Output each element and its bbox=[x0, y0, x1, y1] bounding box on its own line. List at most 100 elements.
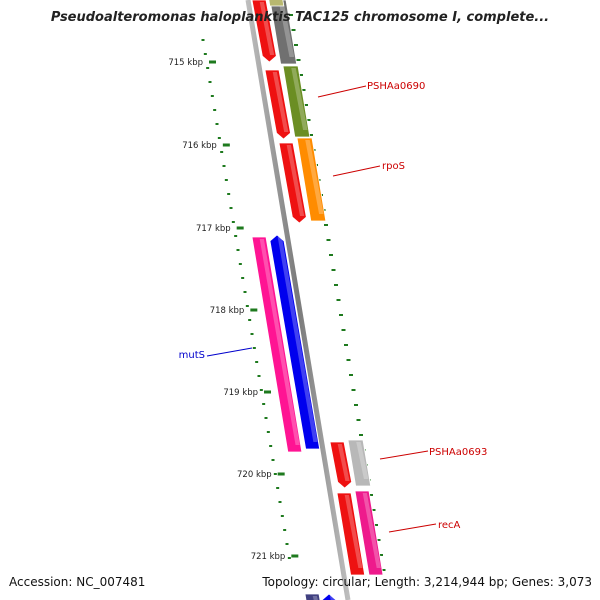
guide-dot bbox=[374, 524, 378, 526]
guide-dot bbox=[294, 44, 298, 46]
gene-feature[interactable] bbox=[321, 593, 340, 600]
guide-dot bbox=[250, 333, 254, 335]
accession-text: Accession: NC_007481 bbox=[9, 575, 146, 589]
kbp-tick-mark bbox=[277, 472, 285, 476]
guide-dot bbox=[299, 74, 303, 76]
guide-dot bbox=[208, 81, 212, 83]
guide-dot bbox=[359, 434, 363, 436]
guide-dot bbox=[381, 569, 386, 571]
guide-dot bbox=[326, 239, 331, 241]
gene-feature[interactable] bbox=[304, 593, 323, 600]
guide-dot bbox=[331, 269, 336, 271]
kbp-tick-mark bbox=[222, 143, 230, 147]
gene-feature[interactable] bbox=[278, 142, 307, 224]
guide-dot bbox=[252, 347, 256, 349]
guide-dot bbox=[227, 193, 231, 195]
guide-dot bbox=[301, 89, 306, 91]
label-leader-line bbox=[388, 523, 437, 533]
kbp-tick-label: 720 kbp bbox=[237, 470, 272, 480]
kbp-tick-mark bbox=[209, 60, 216, 64]
guide-dot bbox=[376, 539, 381, 541]
kbp-tick-label: 721 kbp bbox=[251, 552, 286, 562]
kbp-tick-label: 716 kbp bbox=[182, 141, 217, 151]
guide-dot bbox=[344, 344, 348, 346]
guide-dot bbox=[291, 29, 296, 31]
guide-dot bbox=[324, 224, 328, 226]
label-leader-line bbox=[206, 347, 253, 357]
guide-dot bbox=[264, 417, 268, 419]
gene-feature[interactable] bbox=[251, 0, 277, 63]
gene-feature[interactable] bbox=[296, 137, 327, 222]
guide-dot bbox=[257, 375, 261, 377]
guide-dot bbox=[296, 59, 301, 61]
guide-dot bbox=[271, 459, 275, 461]
guide-dot bbox=[351, 389, 356, 391]
guide-dot bbox=[334, 284, 338, 286]
kbp-tick-label: 718 kbp bbox=[210, 306, 245, 316]
gene-feature[interactable] bbox=[264, 69, 291, 140]
guide-dot bbox=[213, 109, 217, 111]
guide-dot bbox=[336, 299, 341, 301]
gene-feature[interactable] bbox=[282, 65, 311, 138]
gene-features bbox=[251, 0, 384, 600]
guide-dot bbox=[346, 359, 351, 361]
guide-dot bbox=[243, 291, 247, 293]
guide-dot bbox=[349, 374, 353, 376]
guide-dot bbox=[309, 134, 313, 136]
kbp-tick-mark bbox=[250, 308, 258, 312]
guide-dot bbox=[269, 445, 273, 447]
gene-feature[interactable] bbox=[329, 441, 353, 489]
guide-dot bbox=[217, 137, 221, 139]
guide-dot bbox=[201, 39, 205, 41]
guide-dot bbox=[229, 207, 233, 209]
guide-dot bbox=[236, 249, 240, 251]
gene-feature[interactable] bbox=[347, 439, 372, 487]
gene-feature[interactable] bbox=[268, 0, 285, 7]
guide-dot bbox=[259, 389, 263, 391]
gene-label-muts[interactable]: mutS bbox=[179, 350, 205, 361]
gene-feature[interactable] bbox=[269, 234, 321, 450]
guide-dot bbox=[273, 473, 277, 475]
guide-dot bbox=[238, 263, 242, 265]
guide-dot bbox=[289, 14, 293, 16]
kbp-tick-mark bbox=[291, 554, 299, 558]
gene-label-pshaa0693[interactable]: PSHAa0693 bbox=[429, 447, 487, 458]
gene-label-rpos[interactable]: rpoS bbox=[382, 161, 405, 172]
guide-dot bbox=[215, 123, 219, 125]
kbp-tick-label: 719 kbp bbox=[223, 388, 258, 398]
guide-dot bbox=[203, 53, 207, 55]
label-leader-line bbox=[379, 450, 429, 460]
guide-dot bbox=[285, 543, 289, 545]
guide-dot bbox=[356, 419, 361, 421]
map-title: Pseudoalteromonas haloplanktis TAC125 ch… bbox=[50, 10, 550, 25]
label-leader-line bbox=[332, 165, 381, 177]
guide-dot bbox=[241, 277, 245, 279]
guide-dot bbox=[369, 494, 373, 496]
guide-dot bbox=[339, 314, 343, 316]
gene-feature[interactable] bbox=[251, 236, 303, 453]
gene-feature[interactable] bbox=[354, 490, 384, 576]
guide-dot bbox=[283, 529, 287, 531]
gene-label-pshaa0690[interactable]: PSHAa0690 bbox=[367, 81, 425, 92]
guide-dot bbox=[231, 221, 235, 223]
guide-dot bbox=[278, 501, 282, 503]
chromosome-backbone bbox=[245, 0, 351, 600]
guide-dot bbox=[266, 431, 270, 433]
guide-dot bbox=[220, 151, 224, 153]
kbp-tick-mark bbox=[264, 390, 271, 394]
gene-labels: PSHAa0690 rpoS mutS PSHAa0693 recA bbox=[179, 81, 488, 531]
guide-dot bbox=[379, 554, 383, 556]
guide-dot bbox=[280, 515, 284, 517]
kbp-ticks: 715 kbp 716 kbp 717 kbp 718 kbp 719 kbp 720 k… bbox=[168, 58, 299, 562]
guide-dot bbox=[234, 235, 238, 237]
gene-feature[interactable] bbox=[269, 0, 298, 65]
kbp-tick-label: 717 kbp bbox=[196, 224, 231, 234]
topology-summary: Topology: circular; Length: 3,214,944 bp… bbox=[262, 575, 592, 589]
guide-dot bbox=[354, 404, 358, 406]
guide-dot bbox=[245, 305, 249, 307]
gene-label-reca[interactable]: recA bbox=[438, 520, 461, 531]
gene-feature[interactable] bbox=[336, 492, 366, 576]
kbp-tick-label: 715 kbp bbox=[168, 58, 203, 68]
